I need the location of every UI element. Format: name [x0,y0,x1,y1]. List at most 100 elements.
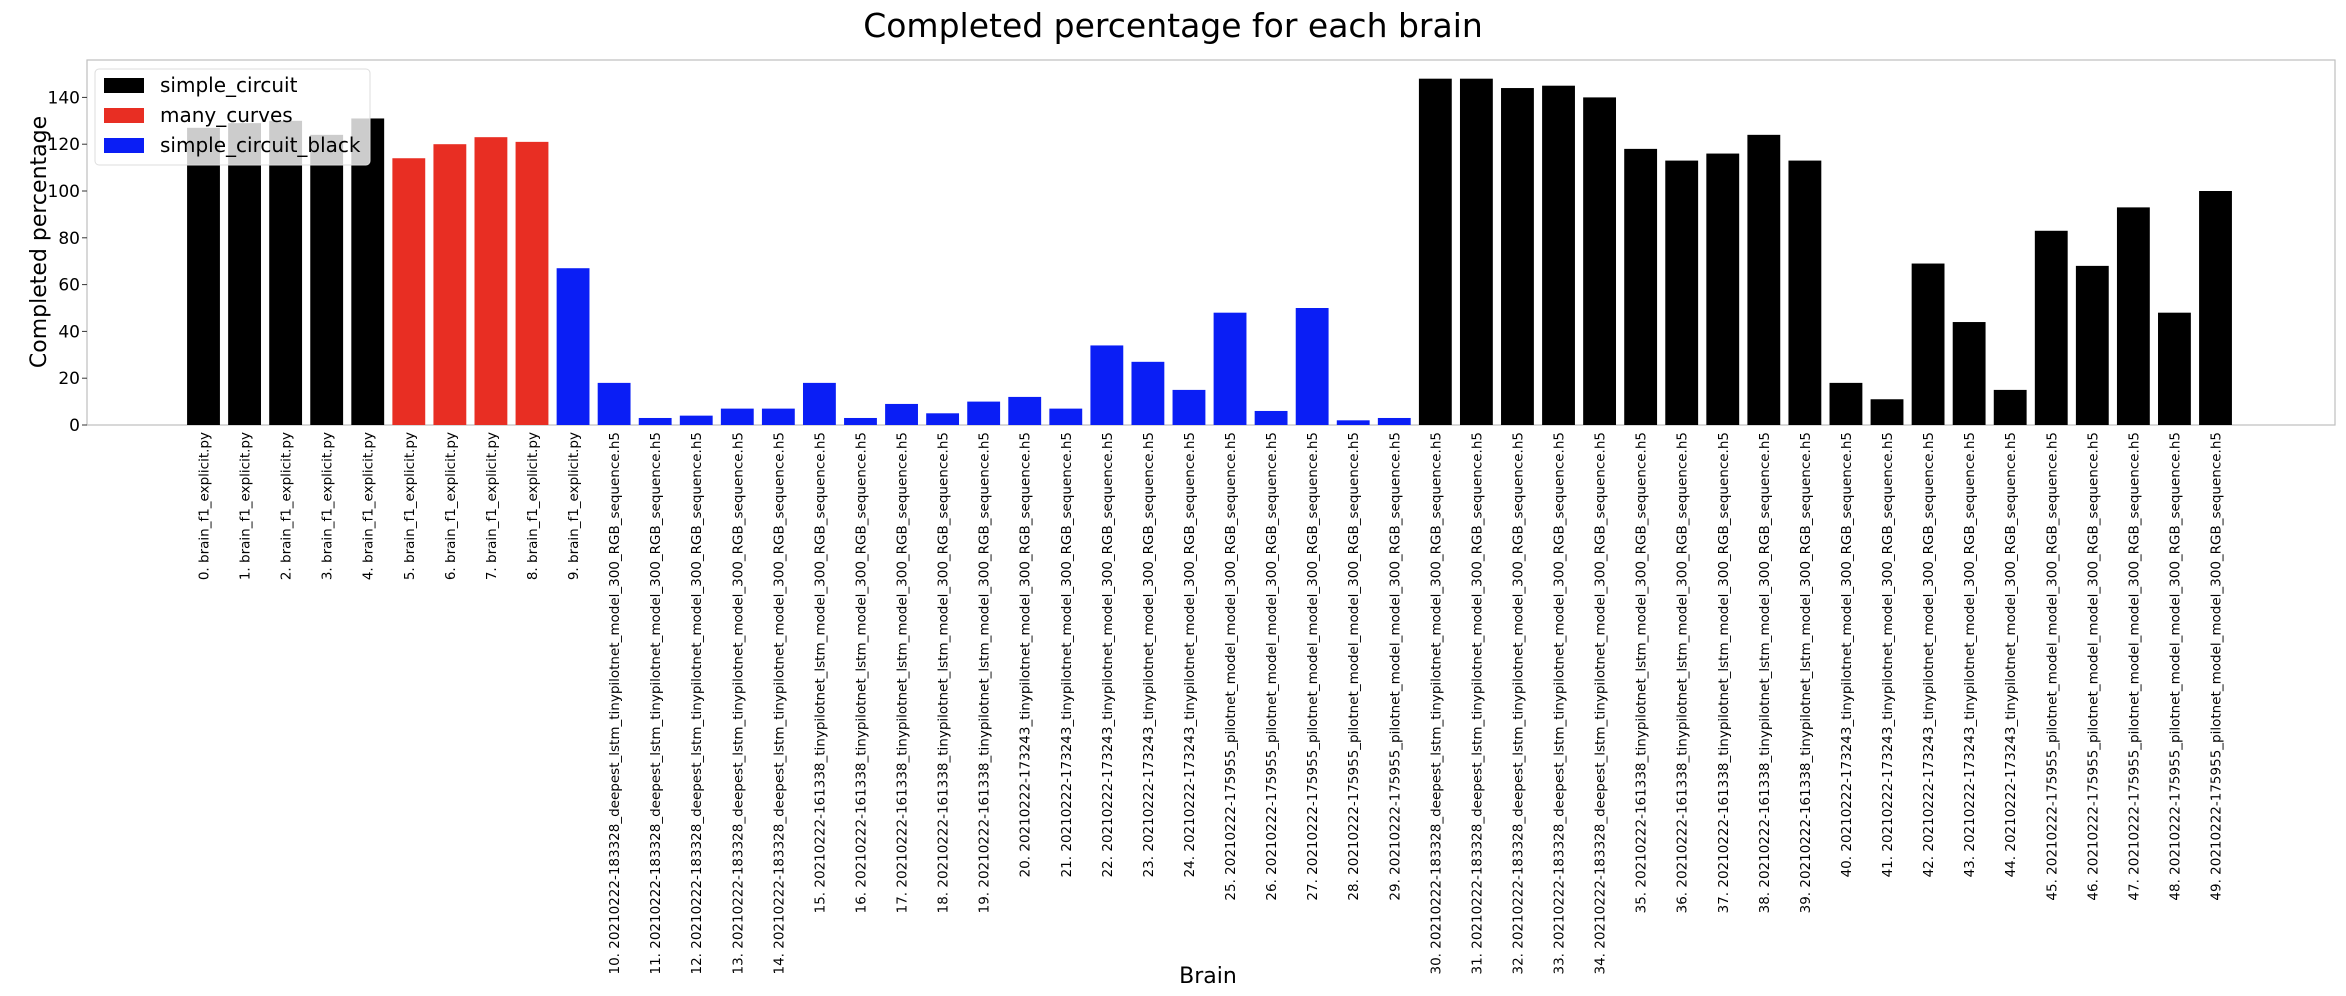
bar [433,144,467,425]
plot-area [86,59,2336,426]
x-tick-label: 21. 20210222-173243_tinypilotnet_model_3… [1059,432,1075,877]
bar [1459,78,1493,426]
x-tick-label: 3. brain_f1_explicit.py [320,432,336,580]
bar [1829,382,1863,425]
x-tick-label: 8. brain_f1_explicit.py [525,432,541,580]
y-axis-ticks: 0 20 40 60 80 100 120 140 [48,88,87,436]
x-tick-label: 30. 20210222-183328_deepest_lstm_tinypil… [1428,432,1444,975]
x-tick-label: 13. 20210222-183328_deepest_lstm_tinypil… [730,432,746,975]
x-axis-label: Brain [1179,964,1237,989]
bar [597,382,631,425]
x-tick-label: 12. 20210222-183328_deepest_lstm_tinypil… [689,432,705,975]
x-tick-label: 44. 20210222-173243_tinypilotnet_model_3… [2003,432,2019,877]
bar [1870,399,1904,425]
bar [2199,191,2232,425]
bar [228,123,261,425]
bar [1501,88,1534,425]
bar [1172,389,1206,425]
x-tick-label: 1. brain_f1_explicit.py [238,432,254,580]
bar [679,415,713,425]
x-tick-label: 43. 20210222-173243_tinypilotnet_model_3… [1962,432,1978,877]
x-tick-label: 47. 20210222-175955_pilotnet_model_model… [2126,432,2142,901]
x-tick-label: 25. 20210222-175955_pilotnet_model_model… [1223,432,1239,901]
legend: simple_circuit many_curves simple_circuit_… [94,68,371,166]
bar [187,127,220,425]
bar [1336,420,1370,425]
x-tick-label: 24. 20210222-173243_tinypilotnet_model_3… [1182,432,1198,877]
bar [1295,308,1329,425]
x-tick-label: 48. 20210222-175955_pilotnet_model_model… [2167,432,2183,901]
x-tick-label: 14. 20210222-183328_deepest_lstm_tinypil… [771,432,787,975]
bar [269,120,303,426]
y-tick-label: 60 [58,276,80,296]
bar [967,401,1001,425]
bar [1583,97,1617,426]
x-tick-label: 37. 20210222-161338_tinypilotnet_lstm_mo… [1716,432,1732,913]
bar [1377,417,1411,425]
x-tick-label: 2. brain_f1_explicit.py [279,432,295,580]
y-tick-label: 80 [58,229,80,249]
x-tick-label: 31. 20210222-183328_deepest_lstm_tinypil… [1469,432,1485,975]
bar [474,137,508,425]
x-tick-label: 7. brain_f1_explicit.py [484,432,500,580]
x-tick-label: 39. 20210222-161338_tinypilotnet_lstm_mo… [1798,432,1814,913]
y-tick-label: 20 [58,369,80,389]
bar [720,408,754,425]
y-axis-label: Completed percentage [27,116,52,368]
y-tick-label: 100 [48,182,80,202]
bar [1254,410,1288,425]
bar [1911,263,1945,425]
bar [761,408,795,425]
bars-group [187,78,2232,426]
x-tick-label: 27. 20210222-175955_pilotnet_model_model… [1305,432,1321,901]
x-tick-label: 4. brain_f1_explicit.py [361,432,377,580]
x-tick-label: 26. 20210222-175955_pilotnet_model_model… [1264,432,1280,901]
bar [802,382,836,425]
bar [310,134,344,425]
bar [885,403,918,425]
legend-swatch [104,78,144,93]
x-tick-label: 36. 20210222-161338_tinypilotnet_lstm_mo… [1675,432,1691,913]
x-tick-label: 16. 20210222-161338_tinypilotnet_lstm_mo… [853,432,869,913]
legend-label: many_curves [160,103,293,127]
x-tick-label: 29. 20210222-175955_pilotnet_model_model… [1387,432,1403,901]
x-tick-label: 18. 20210222-161338_tinypilotnet_lstm_mo… [936,432,952,913]
x-tick-label: 32. 20210222-183328_deepest_lstm_tinypil… [1510,432,1526,975]
bar [515,141,549,426]
bar [2116,207,2150,425]
legend-label: simple_circuit [160,73,298,97]
bar [392,158,426,426]
x-tick-label: 35. 20210222-161338_tinypilotnet_lstm_mo… [1634,432,1650,913]
x-tick-label: 34. 20210222-183328_deepest_lstm_tinypil… [1593,432,1609,975]
x-tick-label: 41. 20210222-173243_tinypilotnet_model_3… [1880,432,1896,877]
x-tick-label: 19. 20210222-161338_tinypilotnet_lstm_mo… [977,432,993,913]
y-tick-label: 0 [69,416,80,436]
x-tick-label: 9. brain_f1_explicit.py [566,432,582,580]
x-tick-label: 22. 20210222-173243_tinypilotnet_model_3… [1100,432,1116,877]
bar [1747,134,1781,425]
x-tick-label: 46. 20210222-175955_pilotnet_model_model… [2085,432,2101,901]
x-tick-label: 5. brain_f1_explicit.py [402,432,418,580]
bar [1418,78,1452,426]
bar [844,417,877,425]
bar [1131,361,1165,425]
legend-box [94,68,371,166]
bar [351,118,385,426]
x-tick-label: 28. 20210222-175955_pilotnet_model_model… [1346,432,1362,901]
legend-swatch [104,138,144,153]
bar [1665,160,1699,425]
y-tick-label: 40 [58,322,80,342]
x-tick-label: 20. 20210222-173243_tinypilotnet_model_3… [1018,432,1034,877]
x-tick-label: 38. 20210222-161338_tinypilotnet_lstm_mo… [1757,432,1773,913]
bar [1706,153,1740,425]
x-tick-label: 40. 20210222-173243_tinypilotnet_model_3… [1839,432,1855,877]
x-tick-label: 49. 20210222-175955_pilotnet_model_model… [2209,432,2225,901]
bar [1788,160,1822,425]
y-tick-label: 140 [48,88,80,108]
x-tick-label: 6. brain_f1_explicit.py [443,432,459,580]
bar [1008,396,1042,425]
bar [1624,148,1658,425]
bar [638,417,672,425]
x-tick-label: 15. 20210222-161338_tinypilotnet_lstm_mo… [812,432,828,913]
